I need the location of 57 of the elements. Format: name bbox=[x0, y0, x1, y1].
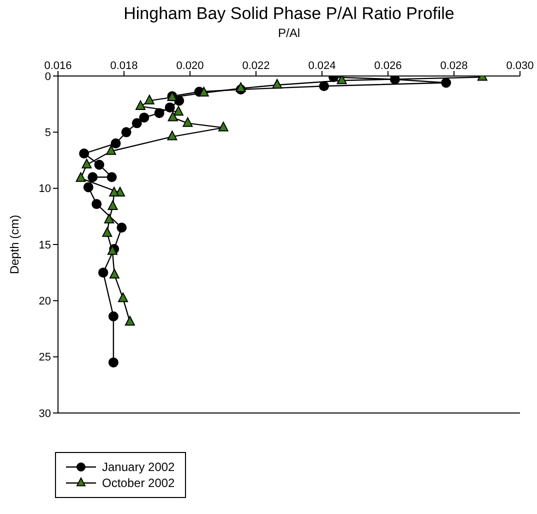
x-tick-label: 0.016 bbox=[44, 60, 72, 72]
x-axis-title: P/Al bbox=[276, 26, 301, 40]
point bbox=[139, 112, 150, 123]
point bbox=[110, 138, 121, 148]
y-tick-label: 20 bbox=[38, 296, 51, 308]
point bbox=[173, 106, 184, 116]
point bbox=[106, 145, 116, 155]
point bbox=[104, 214, 114, 224]
x-tick-label: 0.022 bbox=[242, 60, 270, 72]
point bbox=[118, 292, 128, 302]
point bbox=[198, 86, 209, 96]
point bbox=[108, 357, 118, 368]
legend-label: January 2002 bbox=[102, 460, 175, 474]
x-tick-label: 0.018 bbox=[110, 60, 138, 72]
point bbox=[88, 172, 98, 182]
y-tick-label: 0 bbox=[44, 70, 51, 83]
point bbox=[168, 112, 178, 122]
point bbox=[441, 78, 452, 88]
point bbox=[108, 200, 118, 210]
point bbox=[144, 94, 154, 104]
point bbox=[136, 100, 146, 110]
point bbox=[154, 108, 164, 118]
y-tick-label: 5 bbox=[44, 127, 51, 140]
point bbox=[83, 182, 94, 192]
x-tick-label: 0.024 bbox=[308, 60, 336, 72]
point bbox=[336, 76, 347, 84]
x-tick-label: 0.028 bbox=[440, 60, 468, 72]
y-tick-label: 25 bbox=[38, 352, 51, 364]
point bbox=[167, 130, 178, 140]
chart-title: Hingham Bay Solid Phase P/Al Ratio Profile bbox=[122, 4, 456, 24]
point bbox=[121, 127, 132, 138]
point bbox=[272, 78, 282, 89]
point bbox=[106, 172, 117, 182]
y-tick-label: 15 bbox=[38, 239, 51, 252]
x-tick-label: 0.026 bbox=[374, 60, 402, 72]
point bbox=[82, 158, 92, 168]
x-tick-label: 0.020 bbox=[176, 60, 204, 72]
point bbox=[102, 227, 112, 237]
y-axis-title: Depth (cm) bbox=[7, 214, 22, 274]
y-tick-label: 30 bbox=[38, 408, 51, 420]
point bbox=[116, 222, 127, 233]
point bbox=[132, 118, 142, 128]
legend-label: October 2002 bbox=[102, 476, 175, 490]
point bbox=[109, 186, 120, 196]
point bbox=[79, 148, 90, 159]
point bbox=[76, 172, 86, 182]
point bbox=[182, 117, 193, 127]
point bbox=[109, 268, 120, 278]
x-tick-label: 0.030 bbox=[506, 60, 534, 72]
point bbox=[218, 122, 228, 132]
point bbox=[108, 311, 118, 322]
point bbox=[98, 268, 108, 278]
y-tick-label: 10 bbox=[38, 183, 51, 196]
point bbox=[92, 199, 102, 210]
point bbox=[94, 160, 104, 170]
point bbox=[124, 316, 135, 326]
point bbox=[318, 81, 329, 92]
